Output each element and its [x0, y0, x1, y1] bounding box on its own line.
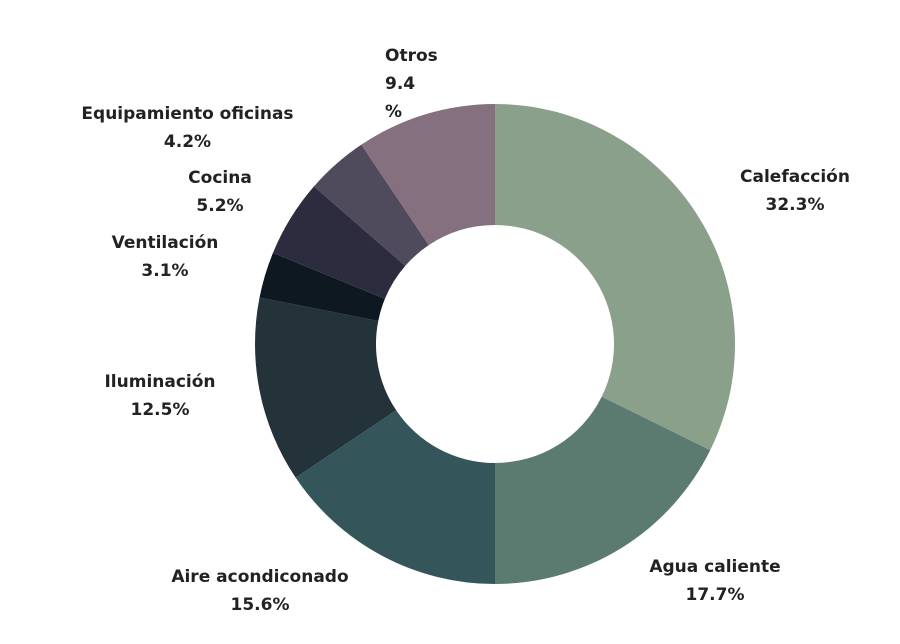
- slice-label: Ventilación: [111, 233, 219, 253]
- label-ventilacion: Ventilación 3.1%: [100, 229, 230, 285]
- label-otros: Otros 9.4 %: [385, 42, 455, 126]
- slice-label: Otros: [385, 46, 438, 66]
- slice-value: 5.2%: [196, 196, 244, 216]
- slice-equipamiento-oficinas: [313, 144, 429, 266]
- slice-value: 4.2%: [163, 132, 212, 152]
- slice-value: 15.6%: [230, 595, 290, 615]
- slice-calefaccion: [495, 104, 735, 451]
- slice-label: Agua caliente: [649, 557, 781, 577]
- slice-label: Iluminación: [104, 372, 216, 392]
- slice-iluminacion: [254, 297, 397, 478]
- donut-slices: [254, 104, 735, 584]
- slice-label: Equipamiento oficinas: [81, 104, 294, 124]
- label-equipamiento-oficinas: Equipamiento oficinas 4.2%: [60, 100, 315, 156]
- slice-value: 32.3%: [765, 195, 825, 215]
- label-aire-acondiconado: Aire acondiconado 15.6%: [155, 563, 365, 619]
- slice-label: Cocina: [188, 168, 252, 188]
- slice-value: 3.1%: [141, 261, 189, 281]
- slice-aire-acondiconado: [295, 410, 495, 584]
- label-iluminacion: Iluminación 12.5%: [95, 368, 225, 424]
- label-calefaccion: Calefacción 32.3%: [735, 163, 855, 219]
- label-cocina: Cocina 5.2%: [165, 164, 275, 220]
- slice-cocina: [272, 186, 406, 299]
- slice-label: Calefacción: [740, 167, 850, 187]
- slice-value: 12.5%: [130, 400, 190, 420]
- slice-label: Aire acondiconado: [171, 567, 349, 587]
- label-agua-caliente: Agua caliente 17.7%: [640, 553, 790, 609]
- slice-agua-caliente: [495, 396, 711, 584]
- slice-value: 9.4 %: [385, 74, 416, 122]
- slice-ventilacion: [259, 252, 385, 321]
- slice-otros: [361, 104, 495, 246]
- slice-value: 17.7%: [685, 585, 745, 605]
